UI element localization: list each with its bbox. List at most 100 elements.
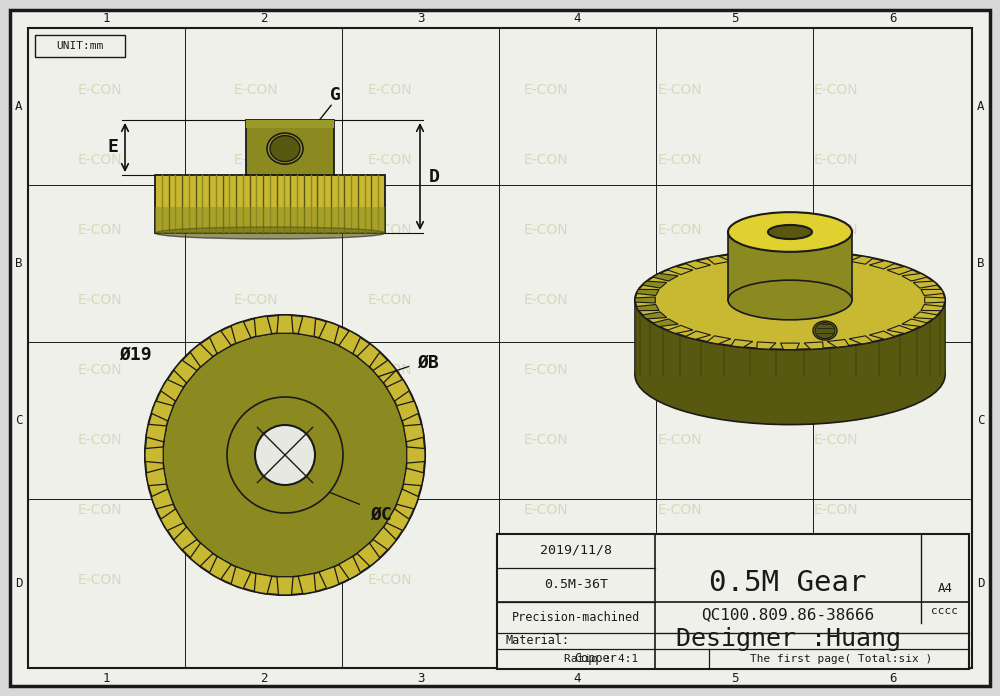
Text: 1: 1 <box>103 672 110 684</box>
Text: ØC: ØC <box>371 505 392 523</box>
Polygon shape <box>277 577 293 595</box>
Bar <box>246 120 334 175</box>
Polygon shape <box>151 401 173 421</box>
Text: E-CON: E-CON <box>368 223 412 237</box>
Polygon shape <box>407 447 425 463</box>
Text: E-CON: E-CON <box>523 363 568 377</box>
Text: 2: 2 <box>260 672 267 684</box>
Ellipse shape <box>635 251 945 349</box>
Polygon shape <box>161 379 184 401</box>
Text: B: B <box>977 257 985 270</box>
Circle shape <box>145 315 425 595</box>
Text: D: D <box>429 168 439 186</box>
Text: E-CON: E-CON <box>233 153 278 167</box>
Text: D: D <box>15 577 23 590</box>
Text: Material:: Material: <box>505 634 569 647</box>
Polygon shape <box>913 312 938 319</box>
Polygon shape <box>231 322 251 343</box>
Polygon shape <box>209 331 231 354</box>
Polygon shape <box>921 305 944 310</box>
Text: E-CON: E-CON <box>368 433 412 447</box>
Text: A4: A4 <box>938 581 952 594</box>
Text: 3: 3 <box>417 12 424 24</box>
Polygon shape <box>642 281 667 288</box>
Polygon shape <box>298 574 316 594</box>
Text: 2: 2 <box>260 12 267 24</box>
Text: E-CON: E-CON <box>813 153 858 167</box>
Ellipse shape <box>813 321 837 340</box>
Polygon shape <box>386 509 409 530</box>
Text: E-CON: E-CON <box>78 503 122 517</box>
Polygon shape <box>642 312 667 319</box>
Polygon shape <box>146 425 167 442</box>
Ellipse shape <box>768 225 812 239</box>
Text: E-CON: E-CON <box>368 363 412 377</box>
Polygon shape <box>403 425 424 442</box>
Text: C: C <box>15 414 23 427</box>
Polygon shape <box>146 468 167 486</box>
Polygon shape <box>804 342 823 349</box>
Text: E-CON: E-CON <box>368 83 412 97</box>
Ellipse shape <box>635 326 945 425</box>
Polygon shape <box>357 543 380 567</box>
Text: E-CON: E-CON <box>813 573 858 587</box>
Text: E-CON: E-CON <box>233 503 278 517</box>
Polygon shape <box>190 344 213 367</box>
Polygon shape <box>827 340 849 347</box>
Bar <box>155 207 385 233</box>
Polygon shape <box>685 331 711 339</box>
Text: E-CON: E-CON <box>78 293 122 307</box>
Polygon shape <box>887 267 913 275</box>
Text: 6: 6 <box>889 672 896 684</box>
Text: A: A <box>977 100 985 113</box>
Text: C: C <box>977 414 985 427</box>
Polygon shape <box>902 319 927 326</box>
Text: E-CON: E-CON <box>233 573 278 587</box>
Text: E-CON: E-CON <box>658 363 702 377</box>
Text: E-CON: E-CON <box>523 433 568 447</box>
Text: E-CON: E-CON <box>78 153 122 167</box>
Polygon shape <box>827 253 849 260</box>
Polygon shape <box>174 360 197 383</box>
Text: E-CON: E-CON <box>368 153 412 167</box>
Circle shape <box>227 397 343 513</box>
Ellipse shape <box>815 323 835 338</box>
Text: Copper: Copper <box>575 651 617 665</box>
Polygon shape <box>667 267 693 275</box>
Text: E-CON: E-CON <box>523 83 568 97</box>
Polygon shape <box>254 316 272 337</box>
Polygon shape <box>707 335 731 344</box>
Polygon shape <box>653 319 678 326</box>
Text: 3: 3 <box>417 672 424 684</box>
Text: The first page( Total:six ): The first page( Total:six ) <box>750 654 933 664</box>
Text: G: G <box>330 86 340 104</box>
Text: E-CON: E-CON <box>233 223 278 237</box>
Text: E-CON: E-CON <box>813 293 858 307</box>
Text: E-CON: E-CON <box>78 363 122 377</box>
Polygon shape <box>902 274 927 281</box>
Text: E-CON: E-CON <box>523 153 568 167</box>
Text: E-CON: E-CON <box>368 503 412 517</box>
Text: Precision-machined: Precision-machined <box>512 610 640 624</box>
Polygon shape <box>731 253 753 260</box>
Text: D: D <box>977 577 985 590</box>
Text: Ratio : 4:1: Ratio : 4:1 <box>564 654 638 664</box>
Text: E-CON: E-CON <box>233 433 278 447</box>
Circle shape <box>163 333 407 577</box>
Polygon shape <box>869 331 895 339</box>
Text: 1: 1 <box>103 12 110 24</box>
Text: E-CON: E-CON <box>523 503 568 517</box>
Text: E-CON: E-CON <box>368 293 412 307</box>
Polygon shape <box>373 527 396 550</box>
Polygon shape <box>653 274 678 281</box>
Ellipse shape <box>728 280 852 320</box>
Text: UNIT:mm: UNIT:mm <box>56 41 104 51</box>
Text: E: E <box>108 139 118 157</box>
Bar <box>35 35 125 57</box>
Polygon shape <box>707 256 731 264</box>
Polygon shape <box>319 567 339 589</box>
Text: E-CON: E-CON <box>78 573 122 587</box>
Text: E-CON: E-CON <box>658 83 702 97</box>
Polygon shape <box>319 322 339 343</box>
Polygon shape <box>685 261 711 269</box>
